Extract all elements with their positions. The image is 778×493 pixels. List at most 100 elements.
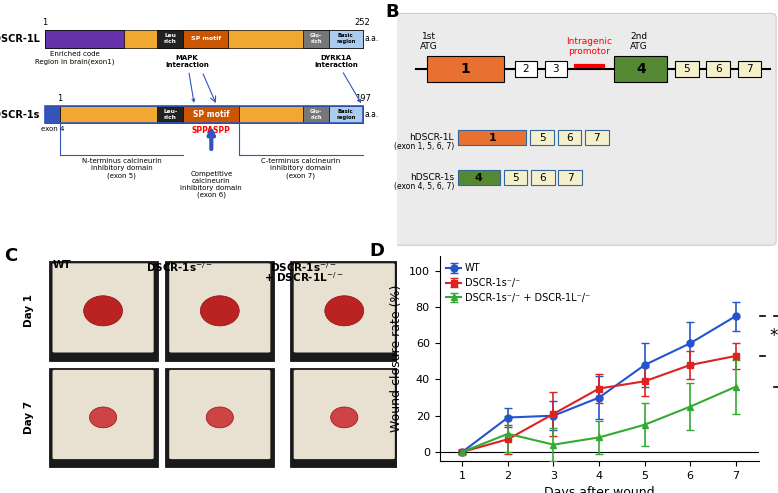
Text: a.a.: a.a. [364, 35, 379, 43]
FancyBboxPatch shape [294, 370, 395, 459]
FancyBboxPatch shape [53, 263, 154, 352]
Y-axis label: Wound closure rate (%): Wound closure rate (%) [391, 285, 403, 432]
Text: 5: 5 [512, 173, 519, 183]
Text: Day 7: Day 7 [24, 401, 34, 434]
Text: + DSCR-1L$^{-/-}$: + DSCR-1L$^{-/-}$ [264, 270, 343, 284]
Text: 1st
ATG: 1st ATG [420, 32, 438, 51]
Text: WT: WT [53, 260, 72, 270]
Text: 1: 1 [461, 62, 470, 76]
Text: N-terminus calcineurin
inhibitory domain
(exon 5): N-terminus calcineurin inhibitory domain… [82, 158, 162, 179]
FancyBboxPatch shape [515, 62, 537, 76]
FancyBboxPatch shape [48, 261, 157, 361]
FancyBboxPatch shape [45, 30, 124, 48]
FancyBboxPatch shape [303, 30, 329, 48]
Text: Day 1: Day 1 [24, 294, 34, 327]
Text: 2nd
ATG: 2nd ATG [630, 32, 648, 51]
FancyBboxPatch shape [427, 56, 503, 82]
FancyBboxPatch shape [289, 368, 399, 467]
Text: B: B [385, 3, 399, 21]
Ellipse shape [89, 407, 117, 428]
FancyBboxPatch shape [457, 130, 527, 145]
Text: Basic
region: Basic region [336, 34, 356, 44]
FancyBboxPatch shape [614, 56, 668, 82]
FancyBboxPatch shape [329, 106, 363, 123]
FancyBboxPatch shape [545, 62, 567, 76]
FancyBboxPatch shape [738, 62, 761, 76]
Text: hDSCR-1s: hDSCR-1s [410, 174, 454, 182]
Ellipse shape [84, 296, 123, 326]
Ellipse shape [325, 296, 364, 326]
Text: (exon 1, 5, 6, 7): (exon 1, 5, 6, 7) [394, 142, 454, 151]
FancyBboxPatch shape [675, 62, 699, 76]
Legend: WT, DSCR-1s⁻/⁻, DSCR-1s⁻/⁻ + DSCR-1L⁻/⁻: WT, DSCR-1s⁻/⁻, DSCR-1s⁻/⁻ + DSCR-1L⁻/⁻ [444, 261, 592, 305]
FancyBboxPatch shape [457, 170, 499, 185]
Text: 252: 252 [355, 18, 370, 27]
Text: 1: 1 [43, 18, 47, 27]
Text: SP motif: SP motif [193, 110, 230, 119]
Ellipse shape [206, 407, 233, 428]
Text: 4: 4 [475, 173, 482, 183]
Text: Glu-
rich: Glu- rich [310, 34, 322, 44]
Ellipse shape [331, 407, 358, 428]
Text: 5: 5 [538, 133, 545, 142]
FancyBboxPatch shape [170, 263, 271, 352]
Text: 4: 4 [636, 62, 646, 76]
Text: DSCR-1s$^{-/-}$: DSCR-1s$^{-/-}$ [270, 260, 337, 274]
Text: 5: 5 [684, 64, 690, 74]
Text: a.a.: a.a. [364, 110, 379, 119]
FancyBboxPatch shape [395, 13, 776, 246]
Text: C: C [4, 247, 17, 265]
Text: MAPK
interaction: MAPK interaction [165, 55, 209, 102]
Text: hDSCR-1s: hDSCR-1s [0, 109, 40, 120]
FancyBboxPatch shape [157, 106, 184, 123]
FancyBboxPatch shape [184, 30, 228, 48]
FancyBboxPatch shape [165, 261, 274, 361]
Text: 7: 7 [567, 173, 573, 183]
FancyBboxPatch shape [531, 130, 554, 145]
FancyBboxPatch shape [53, 370, 154, 459]
FancyBboxPatch shape [45, 106, 60, 123]
FancyBboxPatch shape [503, 170, 527, 185]
Text: SPPASPP: SPPASPP [192, 126, 231, 135]
FancyBboxPatch shape [170, 370, 271, 459]
FancyBboxPatch shape [706, 62, 730, 76]
Text: 6: 6 [539, 173, 546, 183]
FancyBboxPatch shape [184, 106, 240, 123]
Text: 197: 197 [355, 94, 370, 103]
X-axis label: Days after wound: Days after wound [544, 486, 654, 493]
Text: 7: 7 [746, 64, 753, 74]
FancyBboxPatch shape [294, 263, 395, 352]
Text: Glu-
rich: Glu- rich [310, 109, 322, 120]
Text: hDSCR-1L: hDSCR-1L [409, 133, 454, 142]
Text: *: * [769, 327, 777, 345]
Text: DYRK1A
interaction: DYRK1A interaction [314, 55, 360, 102]
FancyBboxPatch shape [303, 106, 329, 123]
Text: Basic
region: Basic region [336, 109, 356, 120]
Text: 7: 7 [594, 133, 601, 142]
Text: (exon 4, 5, 6, 7): (exon 4, 5, 6, 7) [394, 182, 454, 191]
Text: 6: 6 [566, 133, 573, 142]
Text: DSCR-1s$^{-/-}$: DSCR-1s$^{-/-}$ [145, 260, 212, 274]
Text: SP motif: SP motif [191, 36, 221, 41]
FancyBboxPatch shape [531, 170, 555, 185]
Text: Leu-
rich: Leu- rich [163, 109, 177, 120]
Text: Leu
rich: Leu rich [164, 34, 177, 44]
FancyBboxPatch shape [45, 30, 363, 48]
Text: Enriched code
Region in brain(exon1): Enriched code Region in brain(exon1) [35, 51, 114, 65]
FancyBboxPatch shape [157, 30, 184, 48]
Text: 2: 2 [523, 64, 529, 74]
FancyBboxPatch shape [329, 30, 363, 48]
Text: 3: 3 [552, 64, 559, 74]
Text: 6: 6 [715, 64, 721, 74]
FancyBboxPatch shape [48, 368, 157, 467]
FancyBboxPatch shape [60, 106, 363, 123]
Text: hDSCR-1L: hDSCR-1L [0, 34, 40, 44]
Text: 1: 1 [58, 94, 63, 103]
Text: Intragenic
promotor: Intragenic promotor [566, 36, 612, 56]
Text: C-terminus calcineurin
inhibitory domain
(exon 7): C-terminus calcineurin inhibitory domain… [261, 158, 341, 179]
FancyBboxPatch shape [558, 130, 581, 145]
Text: Competitive
calcineurin
inhibitory domain
(exon 6): Competitive calcineurin inhibitory domai… [180, 171, 242, 198]
FancyBboxPatch shape [165, 368, 274, 467]
FancyBboxPatch shape [289, 261, 399, 361]
FancyBboxPatch shape [585, 130, 608, 145]
